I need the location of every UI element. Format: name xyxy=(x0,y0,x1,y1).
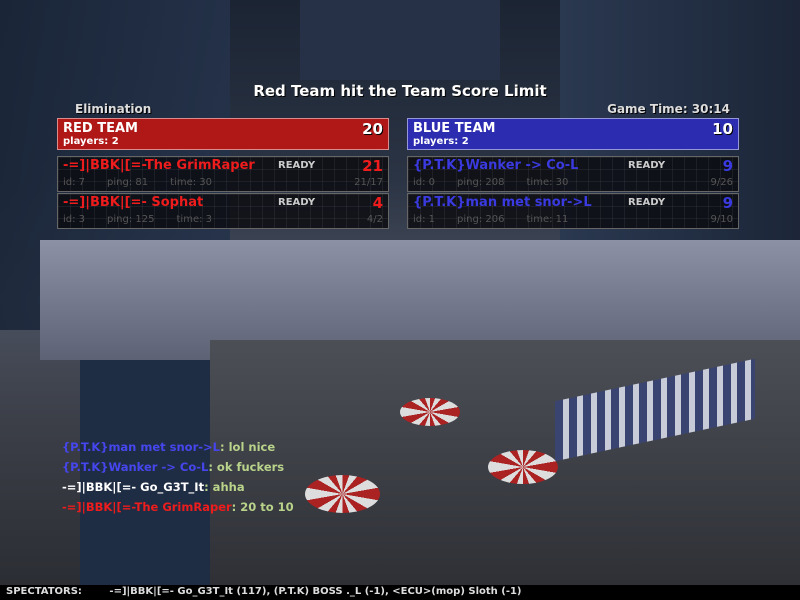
player-ping: ping: 81 xyxy=(107,177,149,188)
player-row: {P.T.K}Wanker -> Co-L READY 9 id: 0 ping:… xyxy=(407,156,739,192)
chat-sender: -=]|BBK|[=-The GrimRaper xyxy=(62,500,232,514)
team-score: 10 xyxy=(712,120,733,138)
chat-line: {P.T.K}Wanker -> Co-L: ok fuckers xyxy=(62,457,294,477)
player-ping: ping: 125 xyxy=(107,214,155,225)
player-id: id: 3 xyxy=(63,214,86,225)
spectators-bar: SPECTATORS: -=]|BBK|[=- Go_G3T_It (117),… xyxy=(0,585,800,600)
player-name: {P.T.K}man met snor->L xyxy=(413,195,592,210)
team-name: BLUE TEAM xyxy=(413,121,496,136)
player-name: -=]|BBK|[=- Sophat xyxy=(63,195,204,210)
player-status: READY xyxy=(628,197,666,208)
player-ping: ping: 208 xyxy=(457,177,505,188)
chat-sender: {P.T.K}man met snor->L xyxy=(62,440,220,454)
player-ping: ping: 206 xyxy=(457,214,505,225)
player-score: 9 xyxy=(722,157,733,175)
player-name: {P.T.K}Wanker -> Co-L xyxy=(413,158,579,173)
spectators-label: SPECTATORS: xyxy=(6,586,82,597)
chat-line: -=]|BBK|[=- Go_G3T_It: ahha xyxy=(62,477,294,497)
team-name: RED TEAM xyxy=(63,121,138,136)
chat-message: : lol nice xyxy=(220,440,276,454)
team-score: 20 xyxy=(362,120,383,138)
game-time: Game Time: 30:14 xyxy=(607,102,730,116)
player-id: id: 7 xyxy=(63,177,86,188)
player-id: id: 1 xyxy=(413,214,436,225)
player-row: -=]|BBK|[=- Sophat READY 4 id: 3 ping: 12… xyxy=(57,193,389,229)
team-player-count: players: 2 xyxy=(413,136,469,147)
player-kd: 4/2 xyxy=(366,214,383,225)
player-score: 4 xyxy=(372,194,383,212)
blue-team-header: BLUE TEAM players: 2 10 xyxy=(407,118,739,150)
chat-sender: {P.T.K}Wanker -> Co-L xyxy=(62,460,209,474)
player-kd: 21/17 xyxy=(354,177,383,188)
chat-line: {P.T.K}man met snor->L: lol nice xyxy=(62,437,294,457)
player-name: -=]|BBK|[=-The GrimRaper xyxy=(63,158,255,173)
player-status: READY xyxy=(628,160,666,171)
player-row: -=]|BBK|[=-The GrimRaper READY 21 id: 7 p… xyxy=(57,156,389,192)
player-kd: 9/10 xyxy=(710,214,733,225)
player-time: time: 30 xyxy=(170,177,213,188)
player-score: 21 xyxy=(362,157,383,175)
chat-message: : ahha xyxy=(204,480,245,494)
announcement: Red Team hit the Team Score Limit xyxy=(253,82,547,100)
player-id: id: 0 xyxy=(413,177,436,188)
player-kd: 9/26 xyxy=(710,177,733,188)
team-player-count: players: 2 xyxy=(63,136,119,147)
game-mode: Elimination xyxy=(75,102,152,116)
chat-sender: -=]|BBK|[=- Go_G3T_It xyxy=(62,480,205,494)
player-time: time: 11 xyxy=(526,214,569,225)
chat-line: -=]|BBK|[=-The GrimRaper: 20 to 10 xyxy=(62,497,294,517)
player-status: READY xyxy=(278,160,316,171)
player-score: 9 xyxy=(722,194,733,212)
chat-message: : ok fuckers xyxy=(208,460,285,474)
chat-message: : 20 to 10 xyxy=(231,500,294,514)
player-time: time: 3 xyxy=(176,214,213,225)
player-time: time: 30 xyxy=(526,177,569,188)
spectators-list: -=]|BBK|[=- Go_G3T_It (117), (P.T.K) BOS… xyxy=(109,586,522,597)
chat-log: {P.T.K}man met snor->L: lol nice {P.T.K}… xyxy=(62,437,294,517)
red-team-header: RED TEAM players: 2 20 xyxy=(57,118,389,150)
player-status: READY xyxy=(278,197,316,208)
player-row: {P.T.K}man met snor->L READY 9 id: 1 ping… xyxy=(407,193,739,229)
